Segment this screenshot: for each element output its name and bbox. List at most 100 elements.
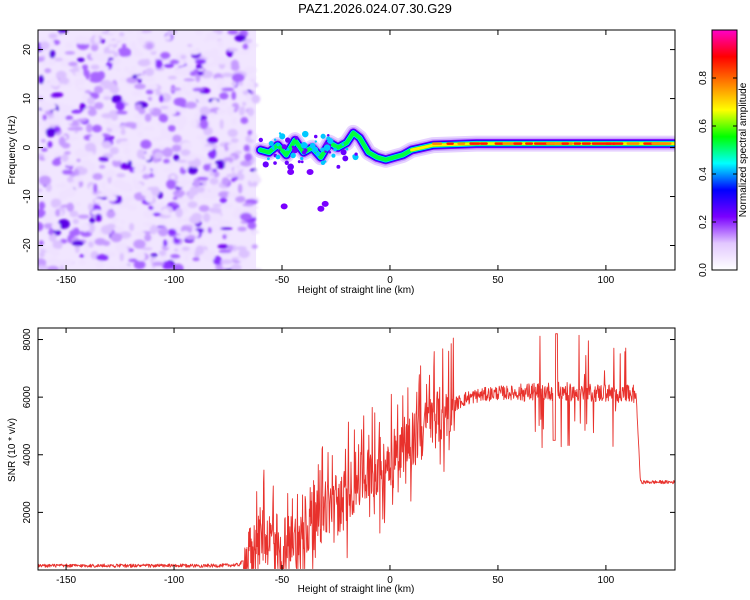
noise-blob (38, 121, 42, 126)
noise-blob (195, 245, 205, 255)
noise-blob (239, 212, 253, 221)
noise-blob (118, 242, 128, 249)
noise-blob (125, 200, 130, 210)
noise-blob (74, 180, 80, 191)
noise-blob (114, 36, 128, 42)
noise-blob (53, 240, 63, 249)
noise-blob (152, 203, 162, 213)
noise-blob (90, 64, 100, 70)
noise-blob (203, 212, 211, 223)
noise-blob (90, 52, 100, 60)
noise-blob (212, 255, 222, 265)
colorbar-tick-label: 0.0 (698, 263, 709, 277)
noise-blob (127, 204, 138, 211)
noise-blob (247, 130, 253, 136)
noise-blob (106, 266, 118, 270)
noise-blob (196, 176, 209, 181)
x-tick-label: -50 (275, 275, 290, 286)
colorbar-label: Normalized spectral amplitude (738, 82, 749, 217)
noise-blob (163, 63, 175, 68)
noise-blob (95, 213, 102, 222)
spectrogram-y-ticks: -20 -10 0 10 20 (22, 44, 675, 253)
ridge-speckle (275, 154, 281, 160)
noise-blob (98, 193, 106, 198)
ridge-speckle (320, 133, 326, 139)
noise-blob (109, 146, 119, 155)
noise-blob (119, 124, 126, 129)
noise-blob (243, 38, 253, 44)
noise-blob (202, 50, 215, 59)
noise-blob (131, 66, 137, 70)
ridge-speckle (262, 161, 269, 168)
noise-blob (83, 67, 88, 77)
noise-blob (52, 159, 62, 166)
noise-blob (101, 113, 114, 119)
noise-blob (217, 219, 230, 226)
noise-blob (183, 255, 190, 261)
noise-blob (212, 203, 222, 207)
noise-blob (104, 188, 114, 197)
noise-blob (96, 133, 105, 144)
y-tick-label: 4000 (22, 443, 33, 466)
noise-blob (124, 66, 130, 73)
noise-blob (92, 173, 103, 180)
noise-blob (142, 173, 150, 180)
noise-blob (218, 100, 227, 106)
noise-blob (227, 144, 236, 148)
x-tick-label: 0 (387, 275, 393, 286)
noise-blob (119, 32, 125, 37)
noise-blob (158, 250, 167, 256)
noise-blob (122, 43, 127, 49)
noise-blob (185, 101, 197, 109)
noise-blob (209, 177, 219, 185)
snr-panel: -150 -100 -50 0 50 100 2000 4000 6000 8000 Heigh… (7, 327, 676, 595)
ridge-speckle (328, 151, 332, 154)
ridge-speckle (326, 134, 330, 137)
snr-xlabel: Height of straight line (km) (298, 584, 415, 595)
noise-blob (214, 77, 226, 82)
noise-blob (120, 264, 129, 270)
noise-blob (217, 244, 229, 249)
noise-blob (94, 198, 103, 204)
noise-blob (236, 166, 245, 171)
noise-blob (187, 44, 193, 48)
noise-blob (210, 112, 216, 118)
noise-blob (235, 246, 247, 251)
ridge-speckle (340, 149, 347, 156)
noise-blob (220, 259, 233, 265)
noise-blob (135, 162, 145, 172)
noise-blob (184, 89, 192, 97)
noise-blob (80, 223, 90, 232)
noise-blob (194, 112, 201, 121)
noise-blob (103, 203, 115, 210)
noise-blob (231, 91, 237, 101)
noise-blob (170, 87, 182, 91)
noise-blob (89, 217, 95, 224)
noise-blob (242, 90, 249, 95)
noise-blob (155, 90, 162, 96)
x-tick-label: 50 (492, 275, 504, 286)
noise-blob (94, 34, 100, 44)
noise-blob (54, 152, 60, 158)
noise-blob (73, 126, 84, 131)
noise-blob (133, 47, 140, 55)
noise-blob (87, 203, 94, 211)
noise-blob (96, 254, 109, 261)
noise-blob (162, 239, 168, 247)
noise-blob (188, 152, 197, 161)
noise-blob (144, 113, 152, 122)
ridge-blob (306, 169, 314, 176)
noise-blob (218, 249, 232, 254)
ridge-speckle (354, 152, 358, 156)
noise-blob (103, 96, 111, 100)
noise-blob (205, 31, 219, 41)
noise-blob (237, 173, 245, 181)
noise-blob (151, 186, 160, 197)
ridge-speckle (300, 141, 308, 149)
noise-blob (205, 192, 218, 200)
spectrogram-x-ticks: -150 -100 -50 0 50 100 (56, 30, 615, 286)
noise-blob (118, 47, 131, 55)
colorbar: 0.0 0.2 0.4 0.6 0.8 Normalized spectral ampl… (698, 29, 749, 277)
noise-blob (238, 249, 250, 259)
noise-blob (40, 101, 51, 112)
